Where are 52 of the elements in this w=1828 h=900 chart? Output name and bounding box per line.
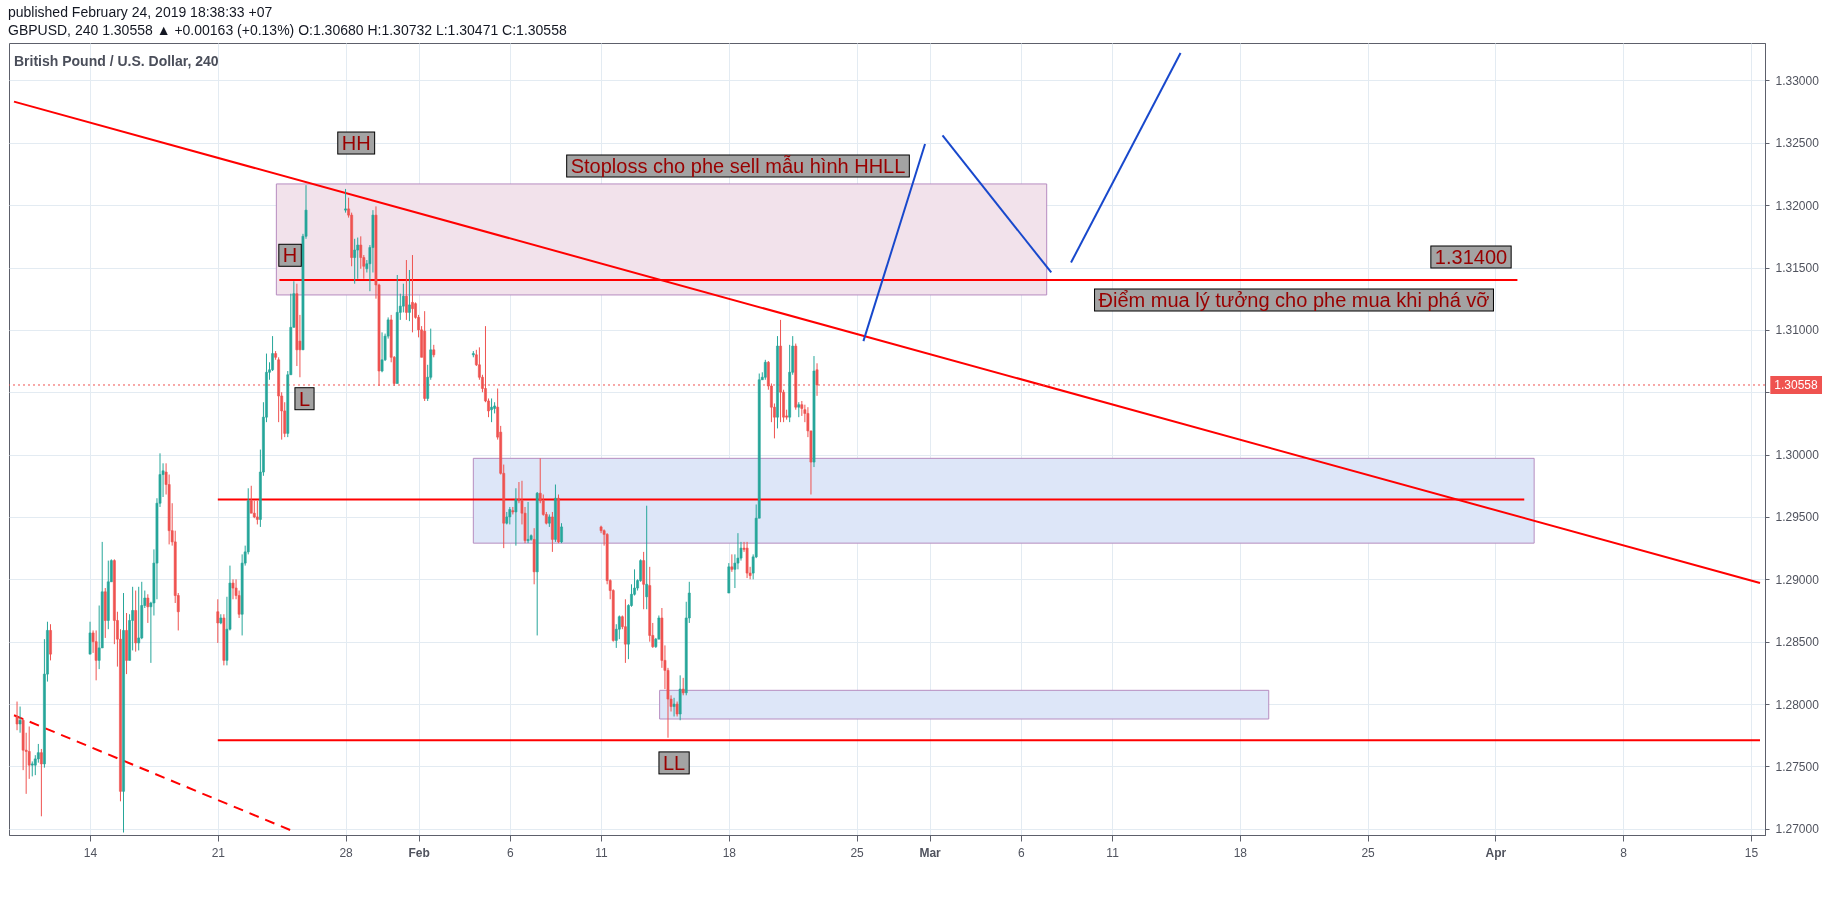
candlestick — [49, 623, 52, 661]
candlestick — [344, 188, 347, 214]
text: British Pound / U.S. Dollar, 240 — [14, 53, 219, 69]
y-tick-label: 1.28500 — [1775, 635, 1820, 650]
y-tick-label: 1.29500 — [1775, 510, 1820, 525]
candlestick — [490, 397, 493, 423]
x-tick-label: 18 — [722, 845, 737, 860]
y-tick-label: 1.27000 — [1775, 822, 1820, 837]
x-tick-label: Apr — [1485, 845, 1507, 860]
x-tick-label: 8 — [1620, 845, 1628, 860]
candlestick — [15, 701, 19, 731]
candlestick — [231, 578, 235, 600]
candlestick — [353, 238, 357, 285]
candlestick — [88, 621, 92, 655]
y-tick-label: 1.27500 — [1775, 759, 1820, 774]
x-tick-label: 25 — [1361, 845, 1376, 860]
y-tick-label: 1.31000 — [1775, 323, 1820, 338]
y-tick-label: 1.31500 — [1775, 261, 1820, 275]
x-tick-label: 28 — [339, 845, 354, 860]
candlestick — [511, 506, 515, 515]
candlestick — [408, 269, 411, 322]
candlestick — [380, 331, 384, 373]
candlestick — [18, 706, 22, 734]
text: GBPUSD, 240 1.30558 ▲ +0.00163 (+0.13%) O:1.30680 H:1.30732 L:1.30471 C:1.30558 — [8, 21, 567, 39]
x-tick-label: 18 — [1233, 845, 1248, 860]
candlestick — [730, 553, 734, 573]
candlestick — [356, 237, 360, 280]
candlestick — [249, 485, 253, 514]
y-tick-label: 1.28000 — [1775, 697, 1820, 712]
ref-line-label: 1.30558 — [1774, 377, 1819, 392]
text: published February 24, 2019 18:38:33 +07 — [8, 3, 274, 21]
x-tick-label: 11 — [1106, 845, 1120, 860]
x-tick-label: 21 — [211, 845, 226, 860]
x-tick-label: Feb — [408, 845, 430, 860]
candlestick — [40, 748, 43, 817]
candlestick — [146, 593, 150, 624]
x-tick-label: 25 — [850, 845, 865, 860]
y-tick-label: 1.32000 — [1775, 198, 1820, 213]
y-tick-label: 1.33000 — [1775, 73, 1820, 88]
candlestick — [405, 259, 408, 321]
x-tick-label: 11 — [595, 845, 609, 860]
candlestick — [94, 629, 98, 681]
x-tick-label: 6 — [1018, 845, 1025, 860]
x-tick-label: 6 — [506, 845, 514, 860]
candlestick — [551, 511, 554, 553]
y-tick-label: 1.30000 — [1775, 448, 1820, 463]
y-tick-label: 1.32500 — [1775, 136, 1820, 151]
x-tick-label: 15 — [1744, 845, 1759, 860]
annotation: HH — [341, 132, 371, 155]
x-tick-label: Mar — [919, 845, 942, 860]
y-tick-label: 1.29000 — [1775, 572, 1820, 587]
x-tick-label: 14 — [83, 845, 98, 860]
